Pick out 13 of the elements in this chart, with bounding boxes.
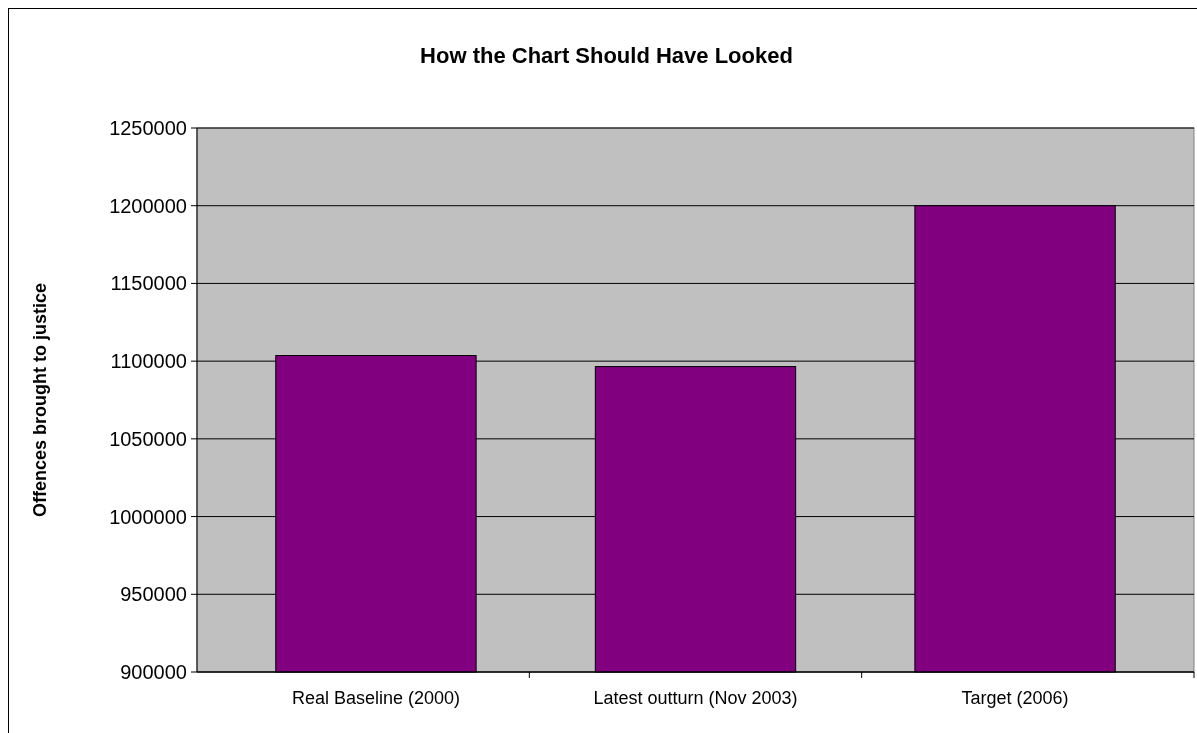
y-tick-label: 1000000 bbox=[109, 505, 187, 528]
y-tick-label: 1150000 bbox=[110, 272, 187, 295]
y-axis-title: Offences brought to justice bbox=[30, 282, 50, 518]
y-tick-label: 1100000 bbox=[110, 350, 187, 373]
y-tick-label: 950000 bbox=[120, 583, 187, 606]
x-tick-label: Target (2006) bbox=[961, 688, 1069, 708]
y-tick-label: 900000 bbox=[120, 661, 187, 683]
y-tick-label: 1200000 bbox=[109, 194, 187, 217]
y-tick-label: 1050000 bbox=[109, 427, 187, 450]
y-tick-label: 1250000 bbox=[109, 117, 187, 139]
x-tick-label: Latest outturn (Nov 2003) bbox=[593, 688, 798, 708]
chart-title: How the Chart Should Have Looked bbox=[420, 43, 793, 68]
x-tick-label: Real Baseline (2000) bbox=[291, 688, 460, 708]
